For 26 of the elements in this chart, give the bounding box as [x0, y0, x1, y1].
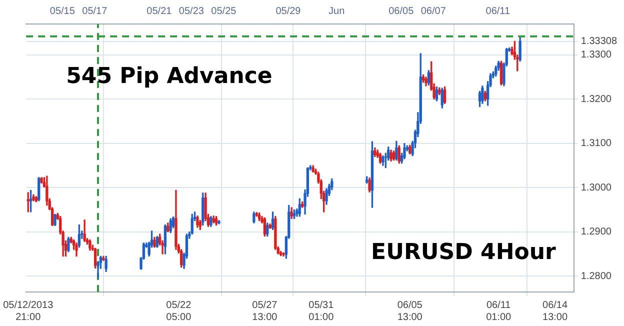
- annotation: EURUSD 4Hour: [371, 240, 556, 265]
- y-tick-label: 1.3300: [580, 50, 612, 61]
- y-tick-label: 1.33308: [580, 36, 618, 48]
- x-tick-label: 05/31 01:00: [308, 300, 334, 323]
- x2-tick-label: 05/15: [50, 6, 76, 17]
- x-tick-label: 05/27 13:00: [252, 300, 278, 323]
- x2-tick-label: 05/17: [82, 6, 108, 17]
- x2-tick-label: 05/21: [146, 6, 172, 17]
- y-tick-label: 1.3100: [580, 138, 612, 150]
- x2-tick-label: 05/25: [211, 6, 237, 17]
- x-tick-label: 05/12/2013 21:00: [3, 300, 54, 323]
- x2-tick-label: 05/29: [276, 6, 302, 17]
- x2-tick-label: 06/05: [388, 6, 414, 17]
- x-tick-label: 06/14 13:00: [542, 300, 568, 323]
- annotation: 545 Pip Advance: [66, 64, 272, 89]
- y-tick-label: 1.3000: [580, 182, 612, 194]
- y-tick-label: 1.2900: [580, 226, 612, 238]
- x2-tick-label: 06/11: [486, 6, 510, 17]
- y-tick-label: 1.3200: [580, 94, 612, 105]
- x-tick-label: 06/11 01:00: [486, 300, 512, 323]
- y-tick-label: 1.2800: [580, 270, 612, 282]
- x2-tick-label: 05/23: [178, 6, 204, 17]
- x-tick-label: 05/22 05:00: [166, 300, 192, 323]
- x-tick-label: 06/05 13:00: [397, 300, 423, 323]
- x2-tick-label: Jun: [328, 6, 345, 17]
- x2-tick-label: 06/07: [420, 6, 446, 17]
